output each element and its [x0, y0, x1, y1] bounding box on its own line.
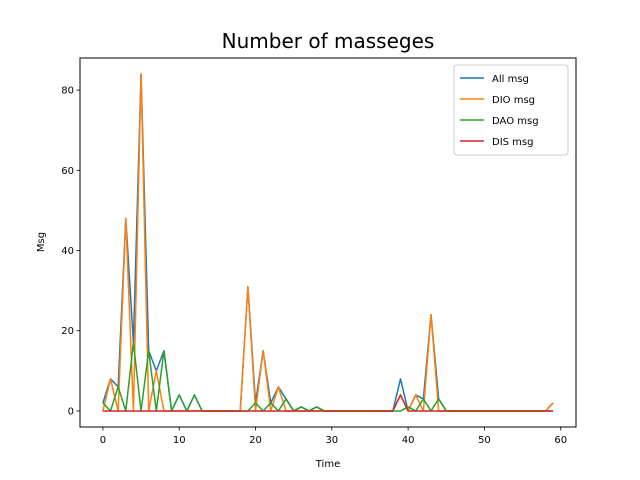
legend-label: DIS msg: [492, 137, 533, 148]
y-tick-label: 40: [61, 246, 74, 257]
x-tick-label: 10: [173, 435, 186, 446]
series-line-2: [102, 342, 554, 412]
plot-frame: [79, 57, 577, 428]
chart-title: Number of masseges: [222, 29, 435, 53]
x-axis: 0 10 20 30 40 50 60: [100, 427, 567, 446]
series-line-3: [102, 394, 554, 412]
y-tick-label: 60: [61, 166, 74, 177]
legend-label: All msg: [492, 74, 529, 85]
y-axis-label: Msg: [36, 232, 47, 252]
x-tick-label: 60: [554, 435, 567, 446]
x-tick-label: 40: [402, 435, 415, 446]
legend-label: DAO msg: [492, 116, 539, 127]
x-tick-label: 0: [100, 435, 106, 446]
x-tick-label: 50: [478, 435, 491, 446]
x-tick-label: 30: [325, 435, 338, 446]
y-tick-label: 0: [68, 406, 74, 417]
plot-lines: [102, 73, 554, 412]
legend-label: DIO msg: [492, 95, 535, 106]
y-tick-label: 80: [61, 86, 74, 97]
legend-box: [453, 64, 569, 156]
x-axis-label: Time: [315, 459, 340, 470]
x-tick-label: 20: [249, 435, 262, 446]
legend: All msg DIO msg DAO msg DIS msg: [453, 64, 569, 156]
y-axis: 0 20 40 60 80: [61, 86, 80, 417]
y-tick-label: 20: [61, 326, 74, 337]
